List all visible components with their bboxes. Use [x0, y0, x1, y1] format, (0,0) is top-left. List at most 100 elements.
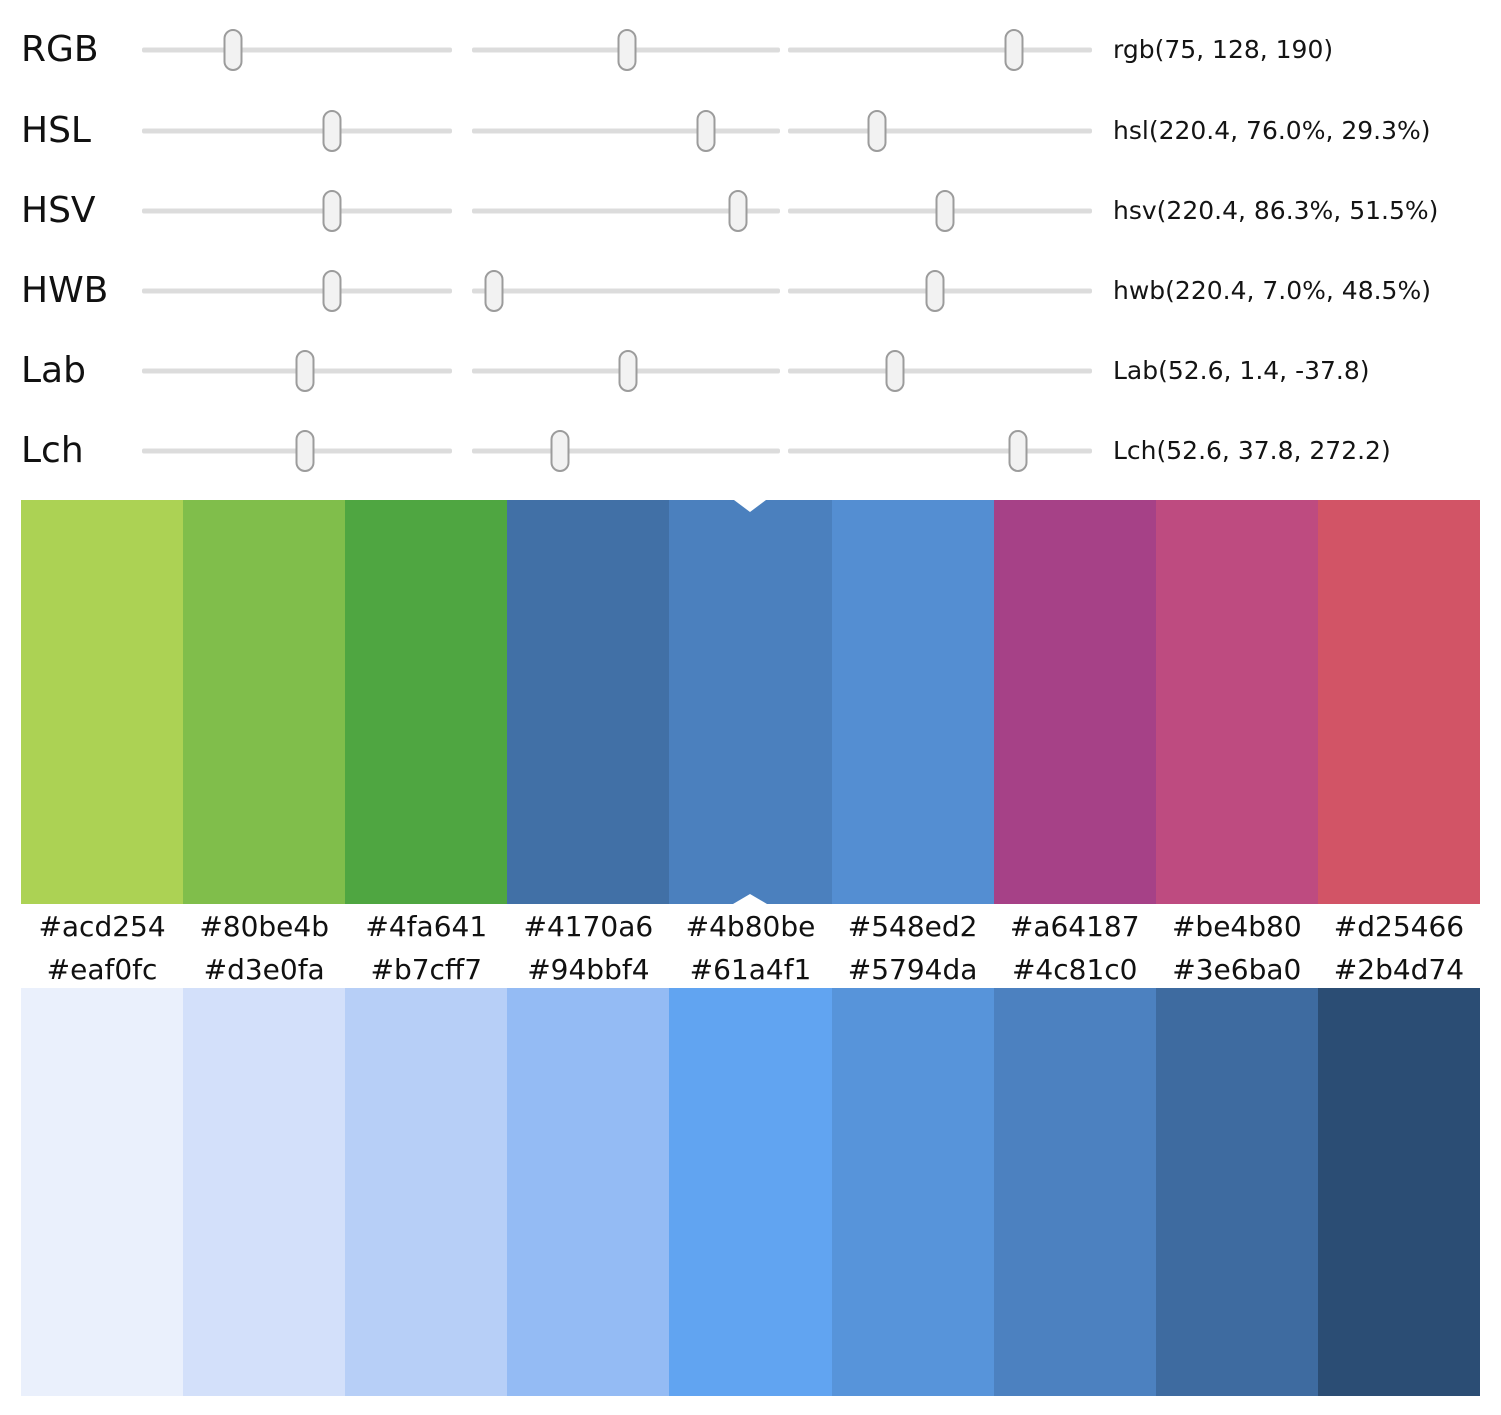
slider-row-lch: Lch Lch(52.6, 37.8, 272.2)	[0, 423, 1501, 479]
lightness-swatch-3[interactable]	[345, 988, 508, 1396]
slider-row-hsv: HSV hsv(220.4, 86.3%, 51.5%)	[0, 183, 1501, 239]
hsv-value-text: hsv(220.4, 86.3%, 51.5%)	[1113, 196, 1439, 225]
hue-hex-label-4: #4170a6	[523, 909, 654, 943]
selected-swatch-notch-bottom	[733, 894, 768, 904]
lch-chroma-thumb[interactable]	[550, 430, 570, 472]
rgb-red-thumb[interactable]	[223, 29, 243, 71]
hsv-saturation-slider[interactable]	[472, 183, 780, 239]
hwb-value-text: hwb(220.4, 7.0%, 48.5%)	[1113, 276, 1431, 305]
lch-hue-slider[interactable]	[788, 423, 1092, 479]
rgb-blue-slider[interactable]	[788, 22, 1092, 78]
lch-l-thumb[interactable]	[295, 430, 315, 472]
hsl-value-text: hsl(220.4, 76.0%, 29.3%)	[1113, 116, 1431, 145]
hue-hex-label-9: #d25466	[1333, 909, 1465, 943]
hue-swatch-9[interactable]	[1317, 500, 1480, 904]
lch-hue-thumb[interactable]	[1008, 430, 1028, 472]
lightness-swatch-2[interactable]	[183, 988, 346, 1396]
rgb-green-thumb[interactable]	[617, 29, 637, 71]
lightness-swatch-4[interactable]	[507, 988, 670, 1396]
hue-hex-label-7: #a64187	[1009, 909, 1140, 943]
hue-hex-labels: #acd254 #80be4b #4fa641 #4170a6 #4b80be …	[21, 906, 1480, 946]
hwb-hue-slider[interactable]	[142, 263, 452, 319]
hwb-hue-thumb[interactable]	[322, 270, 342, 312]
hsv-value-thumb[interactable]	[935, 190, 955, 232]
slider-track[interactable]	[142, 208, 452, 214]
hsv-hue-thumb[interactable]	[322, 190, 342, 232]
slider-row-hwb: HWB hwb(220.4, 7.0%, 48.5%)	[0, 263, 1501, 319]
lightness-swatch-1[interactable]	[21, 988, 184, 1396]
hwb-blackness-slider[interactable]	[788, 263, 1092, 319]
slider-row-hsl: HSL hsl(220.4, 76.0%, 29.3%)	[0, 103, 1501, 159]
lightness-swatch-9[interactable]	[1317, 988, 1480, 1396]
slider-row-label-hwb: HWB	[21, 270, 109, 311]
rgb-red-slider[interactable]	[142, 22, 452, 78]
hsl-lightness-thumb[interactable]	[867, 110, 887, 152]
hue-hex-label-1: #acd254	[38, 909, 166, 943]
hue-swatch-4[interactable]	[507, 500, 670, 904]
lab-l-thumb[interactable]	[295, 350, 315, 392]
lightness-palette	[21, 988, 1480, 1396]
lightness-hex-label-5: #61a4f1	[689, 952, 812, 986]
lab-a-slider[interactable]	[472, 343, 780, 399]
slider-row-label-hsl: HSL	[21, 110, 91, 151]
hue-swatch-3[interactable]	[345, 500, 508, 904]
hue-hex-label-2: #80be4b	[199, 909, 329, 943]
slider-track[interactable]	[788, 368, 1092, 374]
lightness-hex-label-7: #4c81c0	[1011, 952, 1138, 986]
slider-track[interactable]	[788, 128, 1092, 134]
hsv-value-slider[interactable]	[788, 183, 1092, 239]
hsv-hue-slider[interactable]	[142, 183, 452, 239]
hue-hex-label-5: #4b80be	[685, 909, 816, 943]
hwb-whiteness-slider[interactable]	[472, 263, 780, 319]
hue-hex-label-3: #4fa641	[365, 909, 488, 943]
hue-swatch-1[interactable]	[21, 500, 184, 904]
slider-row-label-lch: Lch	[21, 430, 84, 471]
hue-swatch-5-selected[interactable]	[669, 500, 832, 904]
lab-l-slider[interactable]	[142, 343, 452, 399]
lightness-swatch-8[interactable]	[1155, 988, 1318, 1396]
lab-b-slider[interactable]	[788, 343, 1092, 399]
lab-a-thumb[interactable]	[618, 350, 638, 392]
lab-b-thumb[interactable]	[885, 350, 905, 392]
rgb-blue-thumb[interactable]	[1004, 29, 1024, 71]
slider-track[interactable]	[788, 448, 1092, 454]
slider-row-lab: Lab Lab(52.6, 1.4, -37.8)	[0, 343, 1501, 399]
slider-track[interactable]	[472, 288, 780, 294]
lch-chroma-slider[interactable]	[472, 423, 780, 479]
lightness-hex-label-2: #d3e0fa	[203, 952, 325, 986]
lightness-swatch-5[interactable]	[669, 988, 832, 1396]
lch-value-text: Lch(52.6, 37.8, 272.2)	[1113, 436, 1391, 465]
hsl-hue-thumb[interactable]	[322, 110, 342, 152]
hue-swatch-7[interactable]	[993, 500, 1156, 904]
rgb-value-text: rgb(75, 128, 190)	[1113, 35, 1334, 64]
slider-track[interactable]	[142, 288, 452, 294]
slider-track[interactable]	[472, 208, 780, 214]
lightness-hex-labels: #eaf0fc #d3e0fa #b7cff7 #94bbf4 #61a4f1 …	[21, 949, 1480, 989]
slider-row-label-rgb: RGB	[21, 29, 99, 70]
hsv-saturation-thumb[interactable]	[728, 190, 748, 232]
lightness-swatch-7[interactable]	[993, 988, 1156, 1396]
slider-row-label-lab: Lab	[21, 350, 86, 391]
hsl-saturation-thumb[interactable]	[696, 110, 716, 152]
hue-swatch-8[interactable]	[1155, 500, 1318, 904]
hwb-whiteness-thumb[interactable]	[484, 270, 504, 312]
slider-track[interactable]	[472, 128, 780, 134]
slider-track[interactable]	[142, 47, 452, 53]
hsl-lightness-slider[interactable]	[788, 103, 1092, 159]
hue-swatch-6[interactable]	[831, 500, 994, 904]
hwb-blackness-thumb[interactable]	[925, 270, 945, 312]
lightness-hex-label-9: #2b4d74	[1333, 952, 1465, 986]
lch-l-slider[interactable]	[142, 423, 452, 479]
slider-track[interactable]	[142, 128, 452, 134]
hsl-hue-slider[interactable]	[142, 103, 452, 159]
hue-swatch-2[interactable]	[183, 500, 346, 904]
lightness-hex-label-1: #eaf0fc	[46, 952, 158, 986]
hsl-saturation-slider[interactable]	[472, 103, 780, 159]
lightness-swatch-6[interactable]	[831, 988, 994, 1396]
rgb-green-slider[interactable]	[472, 22, 780, 78]
lightness-hex-label-3: #b7cff7	[370, 952, 483, 986]
hue-palette	[21, 500, 1480, 904]
slider-track[interactable]	[788, 47, 1092, 53]
slider-track[interactable]	[472, 448, 780, 454]
